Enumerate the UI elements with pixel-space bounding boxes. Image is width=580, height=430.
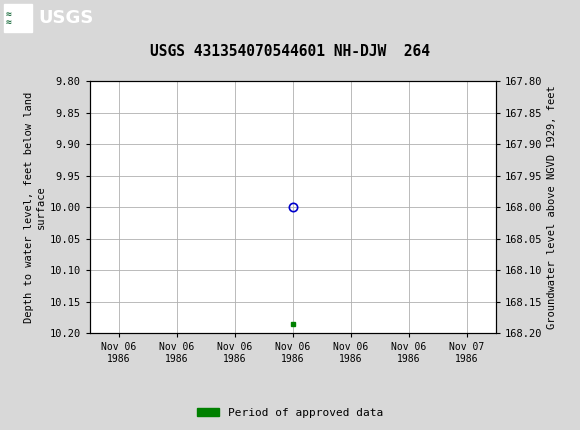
- Y-axis label: Depth to water level, feet below land
surface: Depth to water level, feet below land su…: [24, 92, 45, 323]
- Bar: [4, 4, 32, 32]
- Y-axis label: Groundwater level above NGVD 1929, feet: Groundwater level above NGVD 1929, feet: [546, 85, 557, 329]
- Text: ≈
≈: ≈ ≈: [6, 9, 12, 27]
- Legend: Period of approved data: Period of approved data: [193, 403, 387, 422]
- Text: USGS 431354070544601 NH-DJW  264: USGS 431354070544601 NH-DJW 264: [150, 44, 430, 59]
- Text: USGS: USGS: [38, 9, 93, 27]
